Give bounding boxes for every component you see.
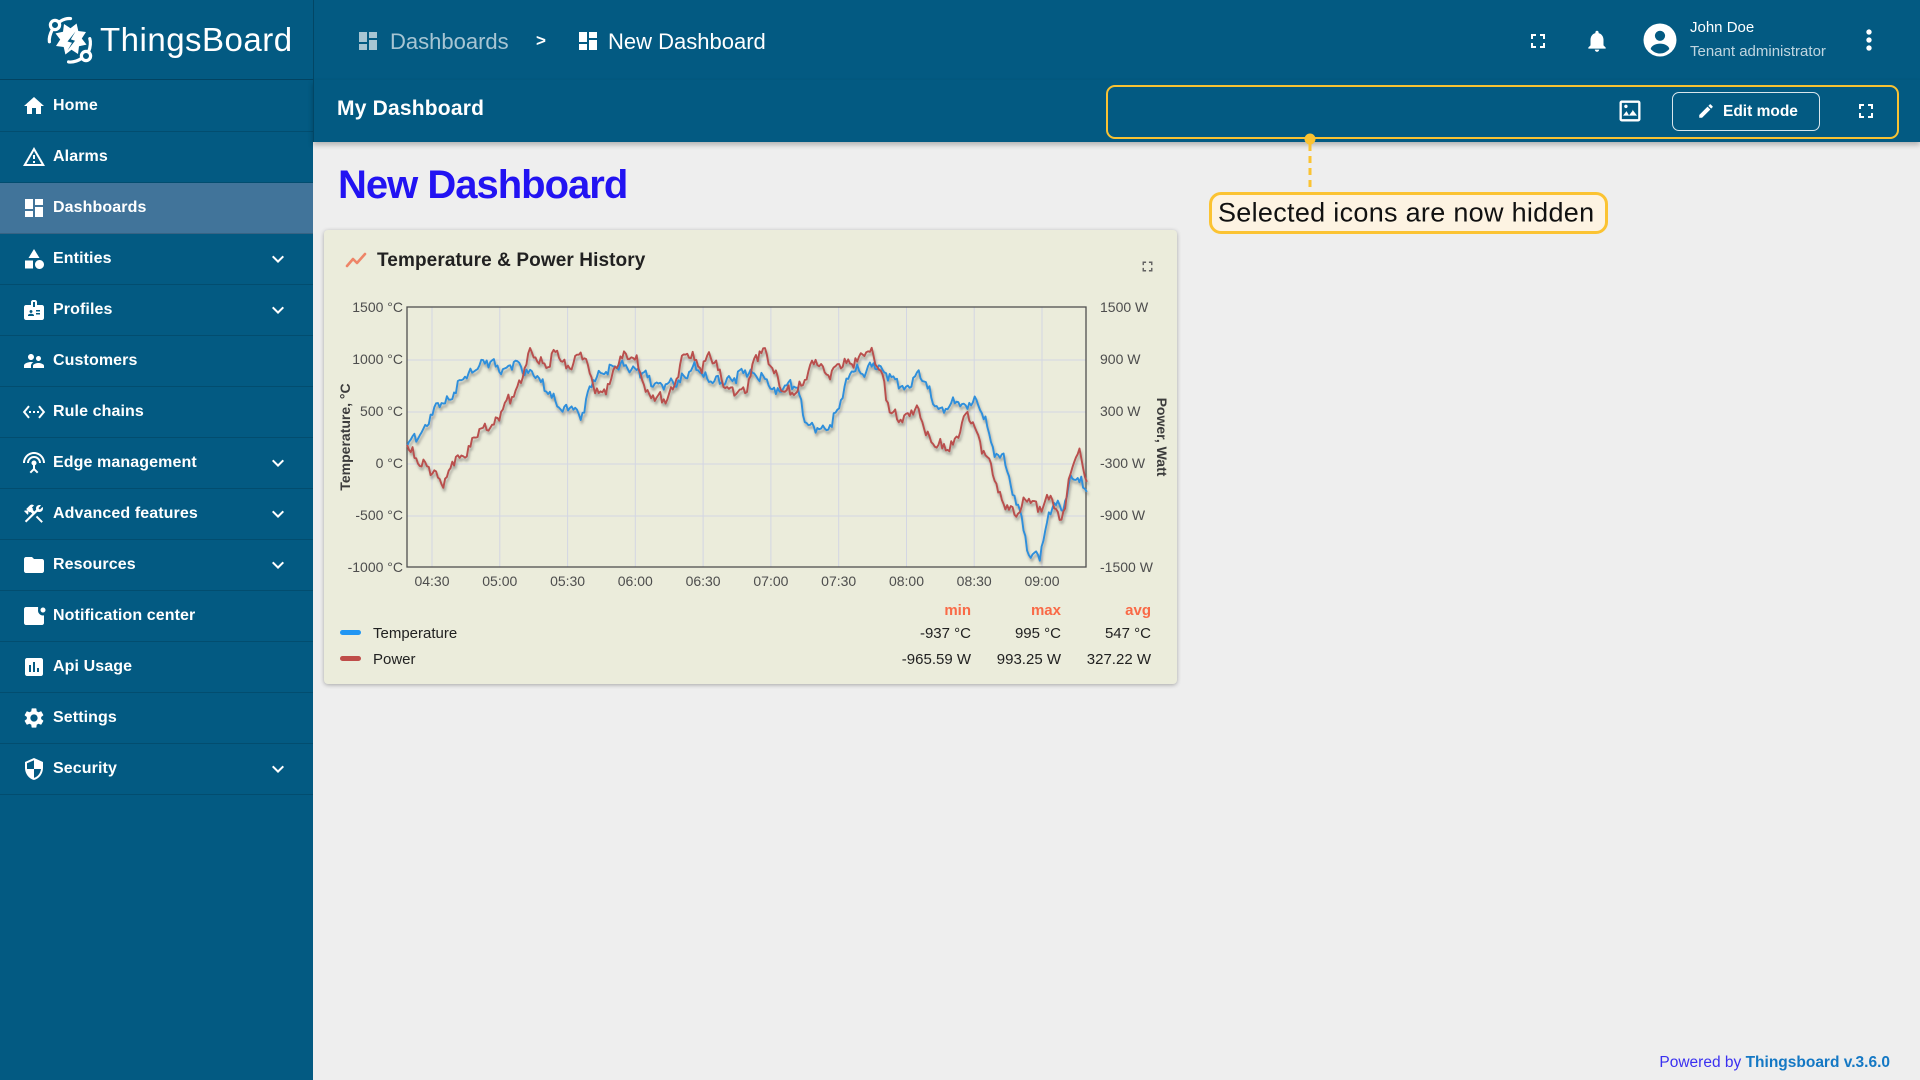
- svg-text:0 °C: 0 °C: [376, 455, 403, 471]
- svg-text:08:00: 08:00: [889, 573, 924, 589]
- svg-text:1000 °C: 1000 °C: [352, 351, 403, 367]
- svg-text:08:30: 08:30: [957, 573, 992, 589]
- svg-text:-1500 W: -1500 W: [1100, 559, 1154, 575]
- svg-text:-500 °C: -500 °C: [355, 507, 403, 523]
- svg-text:-1000 °C: -1000 °C: [348, 559, 403, 575]
- svg-text:500 °C: 500 °C: [360, 403, 403, 419]
- svg-text:09:00: 09:00: [1024, 573, 1059, 589]
- svg-text:04:30: 04:30: [414, 573, 449, 589]
- svg-text:Power, Watt: Power, Watt: [1154, 398, 1170, 477]
- svg-text:05:00: 05:00: [482, 573, 517, 589]
- svg-text:1500 °C: 1500 °C: [352, 299, 403, 315]
- svg-text:07:30: 07:30: [821, 573, 856, 589]
- svg-text:900 W: 900 W: [1100, 351, 1141, 367]
- svg-text:1500 W: 1500 W: [1100, 299, 1149, 315]
- svg-text:-900 W: -900 W: [1100, 507, 1146, 523]
- svg-text:Temperature, °C: Temperature, °C: [337, 383, 353, 490]
- svg-text:300 W: 300 W: [1100, 403, 1141, 419]
- svg-text:06:00: 06:00: [618, 573, 653, 589]
- svg-text:-300 W: -300 W: [1100, 455, 1146, 471]
- svg-text:07:00: 07:00: [753, 573, 788, 589]
- svg-text:06:30: 06:30: [686, 573, 721, 589]
- svg-text:05:30: 05:30: [550, 573, 585, 589]
